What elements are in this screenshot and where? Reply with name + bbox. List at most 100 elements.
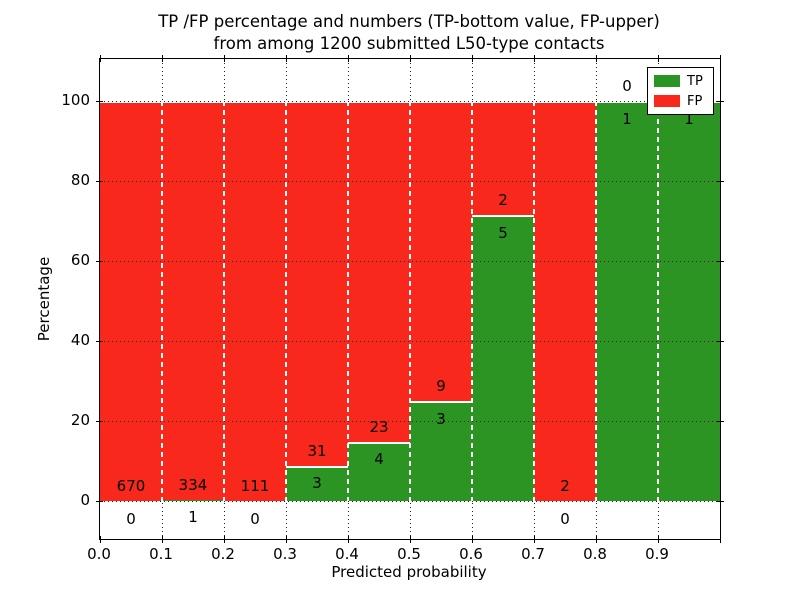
annotation-fp-count-bin6: 2 xyxy=(498,191,508,210)
legend-item-tp: TP xyxy=(654,74,707,89)
y-tick-right-0 xyxy=(717,500,724,502)
annotation-tp-count-bin9: 1 xyxy=(684,109,694,128)
x-tick-label-0.5: 0.5 xyxy=(397,545,421,563)
y-tick-label-60: 60 xyxy=(70,251,90,269)
x-tick-label-0.1: 0.1 xyxy=(149,545,173,563)
x-tick-label-0.9: 0.9 xyxy=(645,545,669,563)
gridline-y-80 xyxy=(100,180,720,182)
y-tick-label-0: 0 xyxy=(80,491,90,509)
y-tick-right-40 xyxy=(717,340,724,342)
y-tick-left-60 xyxy=(96,260,103,262)
y-tick-label-100: 100 xyxy=(61,91,90,109)
annotation-fp-count-bin4: 23 xyxy=(369,417,389,436)
y-tick-label-40: 40 xyxy=(70,331,90,349)
annotation-fp-count-bin2: 111 xyxy=(240,477,270,496)
bar-segment-fp-bin5 xyxy=(410,101,472,401)
chart-title-line1: TP /FP percentage and numbers (TP-bottom… xyxy=(158,12,660,31)
bar-segment-tp-bin9 xyxy=(658,101,720,501)
x-tick-top-4 xyxy=(347,55,349,62)
x-tick-top-8 xyxy=(595,55,597,62)
x-tick-top-2 xyxy=(223,55,225,62)
annotation-tp-count-bin2: 0 xyxy=(250,509,260,528)
x-tick-bottom-0 xyxy=(99,536,101,543)
x-tick-label-0.3: 0.3 xyxy=(273,545,297,563)
gridline-x-white-0.2 xyxy=(223,101,225,501)
y-tick-left-40 xyxy=(96,340,103,342)
gridline-y-100 xyxy=(100,100,720,102)
gridline-x-white-0.1 xyxy=(161,101,163,501)
x-axis-label: Predicted probability xyxy=(331,563,487,581)
annotation-tp-count-bin5: 3 xyxy=(436,409,446,428)
annotation-tp-count-bin4: 4 xyxy=(374,450,384,469)
bar-segment-tp-bin5 xyxy=(410,401,472,501)
x-tick-top-3 xyxy=(285,55,287,62)
y-tick-right-60 xyxy=(717,260,724,262)
y-tick-label-80: 80 xyxy=(70,171,90,189)
legend-item-fp: FP xyxy=(654,94,707,109)
legend-swatch-tp-icon xyxy=(654,75,680,87)
y-tick-right-20 xyxy=(717,420,724,422)
annotation-tp-count-bin8: 1 xyxy=(622,109,632,128)
x-tick-top-7 xyxy=(533,55,535,62)
bar-segment-tp-bin6 xyxy=(472,215,534,501)
y-tick-left-20 xyxy=(96,420,103,422)
x-tick-bottom-8 xyxy=(595,536,597,543)
y-tick-label-20: 20 xyxy=(70,411,90,429)
x-tick-bottom-6 xyxy=(471,536,473,543)
x-tick-label-0.0: 0.0 xyxy=(87,545,111,563)
bar-segment-fp-bin3 xyxy=(286,101,348,466)
annotation-fp-count-bin1: 334 xyxy=(178,476,208,494)
annotation-tp-count-bin0: 0 xyxy=(126,509,136,528)
gridline-x-white-0.8 xyxy=(595,101,597,501)
gridline-y-0 xyxy=(100,500,720,502)
chart-title: TP /FP percentage and numbers (TP-bottom… xyxy=(99,11,719,55)
legend: TP FP xyxy=(647,67,714,115)
y-tick-left-80 xyxy=(96,180,103,182)
bar-segment-tp-bin8 xyxy=(596,101,658,501)
gridline-x-white-0.7 xyxy=(533,101,535,501)
x-tick-bottom-1 xyxy=(161,536,163,543)
x-tick-bottom-9 xyxy=(657,536,659,543)
bar-segment-fp-bin2 xyxy=(224,101,286,501)
gridline-x-white-0.4 xyxy=(347,101,349,501)
bar-segment-tp-bin4 xyxy=(348,441,410,501)
bar-segment-fp-bin0 xyxy=(100,101,162,501)
x-tick-bottom-5 xyxy=(409,536,411,543)
x-tick-top-10 xyxy=(719,55,721,62)
x-tick-label-0.7: 0.7 xyxy=(521,545,545,563)
chart-title-line2: from among 1200 submitted L50-type conta… xyxy=(213,34,605,53)
gridline-y-20 xyxy=(100,420,720,422)
legend-swatch-fp-icon xyxy=(654,95,680,107)
y-axis-label: Percentage xyxy=(35,256,53,342)
gridline-x-white-0.6 xyxy=(471,101,473,501)
y-tick-left-0 xyxy=(96,500,103,502)
y-tick-right-80 xyxy=(717,180,724,182)
x-tick-label-0.6: 0.6 xyxy=(459,545,483,563)
y-tick-left-100 xyxy=(96,100,103,102)
x-tick-bottom-7 xyxy=(533,536,535,543)
plot-area: TP FP 670 0 334 1 111 0 31 3 23 4 9 3 2 5 2 0 0 1 1 xyxy=(96,55,724,543)
annotation-tp-count-bin3: 3 xyxy=(312,474,322,493)
legend-label-tp: TP xyxy=(687,73,703,89)
bar-segment-fp-bin4 xyxy=(348,101,410,442)
annotation-tp-count-bin6: 5 xyxy=(498,223,508,242)
bar-segment-fp-bin6 xyxy=(472,101,534,216)
annotation-tp-count-bin1: 1 xyxy=(188,508,198,527)
gridline-x-white-0.3 xyxy=(285,101,287,501)
x-tick-bottom-10 xyxy=(719,536,721,543)
gridline-y-60 xyxy=(100,260,720,262)
annotation-fp-count-bin0: 670 xyxy=(116,477,146,496)
x-tick-bottom-2 xyxy=(223,536,225,543)
x-tick-label-0.4: 0.4 xyxy=(335,545,359,563)
annotation-fp-count-bin5: 9 xyxy=(436,377,446,396)
gridline-y-40 xyxy=(100,340,720,342)
x-tick-top-6 xyxy=(471,55,473,62)
y-tick-right-100 xyxy=(717,100,724,102)
gridline-x-white-0.9 xyxy=(657,101,659,501)
annotation-tp-count-bin7: 0 xyxy=(560,509,570,528)
gridline-x-white-0.5 xyxy=(409,101,411,501)
x-tick-bottom-3 xyxy=(285,536,287,543)
legend-label-fp: FP xyxy=(687,93,703,109)
x-tick-top-0 xyxy=(99,55,101,62)
bar-segment-fp-bin1 xyxy=(162,101,224,500)
